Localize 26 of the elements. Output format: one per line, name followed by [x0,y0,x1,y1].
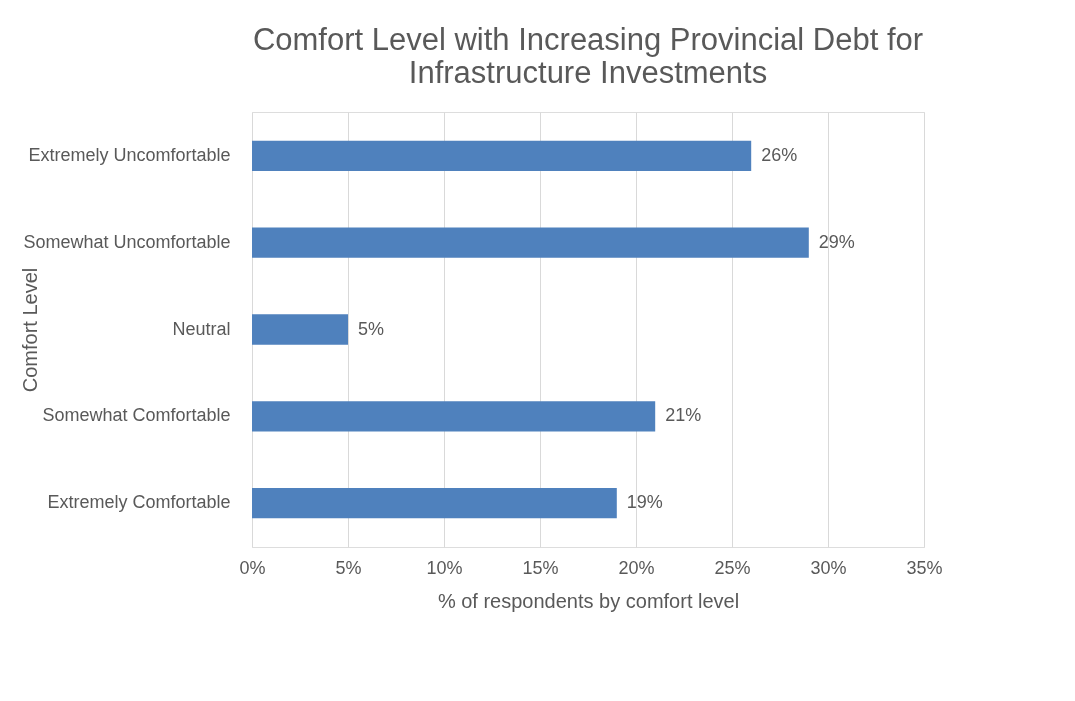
x-tick-label: 0% [239,557,266,578]
x-tick-label: 30% [810,557,847,578]
y-tick-label: Somewhat Comfortable [42,405,231,426]
bar [252,487,617,519]
data-label: 21% [665,405,702,426]
bar [252,140,752,172]
x-tick-label: 15% [522,557,559,578]
x-axis-title: % of respondents by comfort level [437,589,740,612]
y-tick-label: Somewhat Uncomfortable [23,231,231,252]
x-tick-label: 5% [335,557,362,578]
x-tick-label: 20% [618,557,655,578]
chart-title: Comfort Level with Increasing Provincial Debt for Infrastructure Investments [252,22,924,90]
data-label: 5% [358,318,385,339]
bar [252,314,348,345]
data-label: 19% [626,492,663,513]
y-axis-title: Comfort Level [18,267,41,393]
y-tick-label: Extremely Uncomfortable [28,144,231,165]
data-label: 29% [818,231,855,252]
data-label: 26% [761,144,798,165]
bar [252,401,656,432]
y-tick-label: Neutral [172,318,231,339]
y-tick-label: Extremely Comfortable [47,492,231,513]
x-tick-label: 10% [426,557,463,578]
bar [252,227,809,258]
x-tick-label: 35% [906,557,943,578]
x-tick-label: 25% [714,557,751,578]
